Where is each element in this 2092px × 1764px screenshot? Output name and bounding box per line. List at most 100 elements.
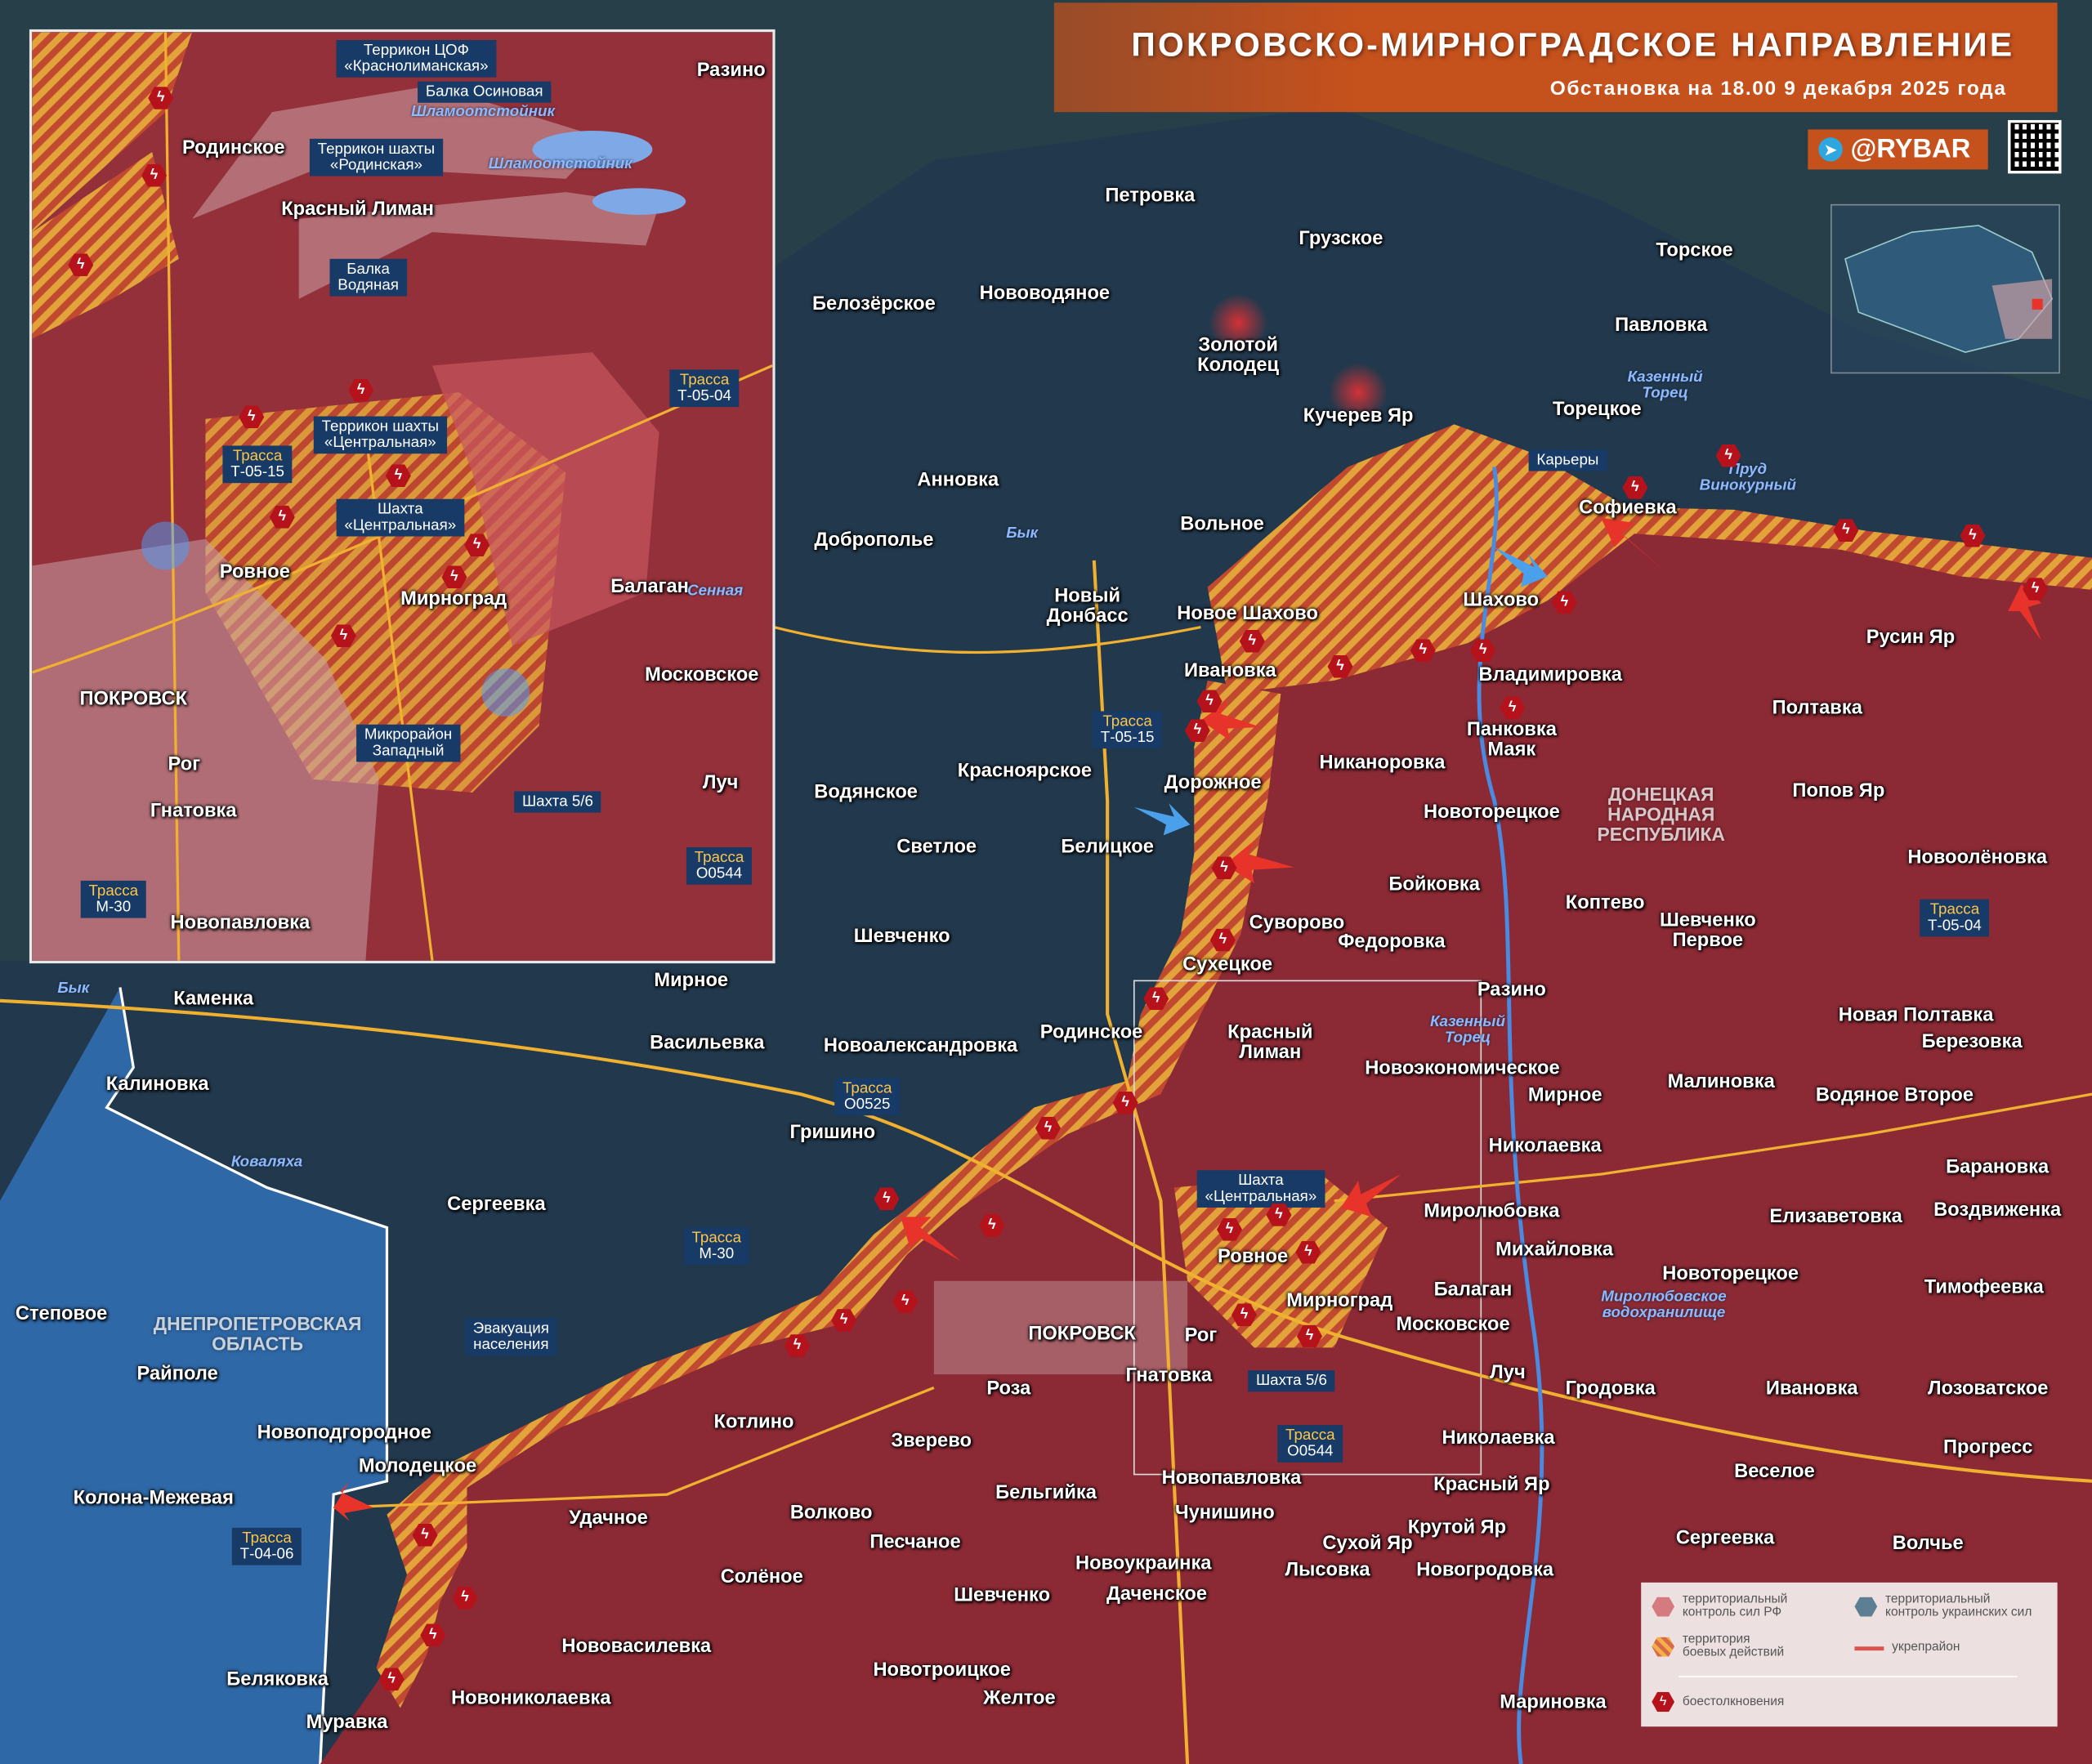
road-prefix: Трасса xyxy=(232,448,283,465)
settlement-label: Владимировка xyxy=(1478,664,1622,686)
settlement-label: Новотроицкое xyxy=(873,1659,1011,1681)
road-prefix: Трасса xyxy=(1102,713,1152,730)
russian-controlled-area xyxy=(320,520,2092,1764)
inset-settlement-label: Ровное xyxy=(219,561,290,583)
inset-callout-label: Террикон шахты «Родинская» xyxy=(309,138,443,176)
settlement-label: Панковка Маяк xyxy=(1466,719,1557,761)
settlement-label: Молодецкое xyxy=(358,1455,477,1477)
settlement-label: Новоторецкое xyxy=(1423,802,1560,824)
settlement-label: Никаноровка xyxy=(1319,752,1446,775)
road-prefix: Трасса xyxy=(679,372,730,389)
settlement-label: Песчаное xyxy=(869,1531,961,1553)
settlement-label: Михайловка xyxy=(1495,1239,1614,1262)
brand-badge[interactable]: ➤ @RYBAR xyxy=(1808,129,1988,170)
map-title: ПОКРОВСКО-МИРНОГРАДСКОЕ НАПРАВЛЕНИЕ xyxy=(1131,26,2015,65)
legend-item-clashes: ϟ боестолкновения xyxy=(1652,1691,1785,1713)
river-label: Миролюбовское водохранилище xyxy=(1601,1288,1727,1321)
road-m30 xyxy=(0,998,2092,1483)
settlement-label: Балаган xyxy=(1433,1279,1513,1302)
settlement-label: Русин Яр xyxy=(1866,627,1956,649)
region-label: ДОНЕЦКАЯ НАРОДНАЯ РЕСПУБЛИКА xyxy=(1597,783,1725,845)
inset-callout-label: Шахта 5/6 xyxy=(514,791,601,813)
settlement-label: Степовое xyxy=(15,1303,108,1325)
inset-callout-label: Террикон ЦОФ «Краснолиманская» xyxy=(336,39,497,78)
road-number: Т-05-04 xyxy=(1928,918,1982,935)
settlement-label: Рог xyxy=(1184,1324,1218,1346)
minimap-shape xyxy=(1844,225,2054,353)
settlement-label: Райполе xyxy=(136,1364,218,1386)
settlement-label: Барановка xyxy=(1946,1156,2050,1179)
road-prefix: Трасса xyxy=(1929,901,1980,918)
inset-road-label: Трасса Т-05-15 xyxy=(222,445,293,484)
road-prefix: Трасса xyxy=(694,850,744,866)
settlement-label: Светлое xyxy=(896,836,977,859)
legend: территориальный контроль сил РФ территор… xyxy=(1641,1582,2058,1727)
settlement-label: Красный Лиман xyxy=(1227,1021,1313,1064)
settlement-label: Николаевка xyxy=(1442,1427,1555,1449)
settlement-label: Коптево xyxy=(1565,892,1645,914)
locator-minimap xyxy=(1830,203,2060,374)
settlement-label: Волчье xyxy=(1892,1533,1964,1555)
settlement-label: Муравка xyxy=(306,1712,388,1734)
settlement-label: Сухецкое xyxy=(1182,953,1273,976)
settlement-label: Ровное xyxy=(1218,1246,1289,1268)
settlement-label: Новое Шахово xyxy=(1177,603,1318,625)
settlement-label: Новая Полтавка xyxy=(1838,1004,1994,1026)
inset-river-label: Сенная xyxy=(687,583,744,600)
ua-control-hex-icon xyxy=(1854,1597,1878,1617)
legend-label: боестолкновения xyxy=(1682,1694,1785,1709)
settlement-label: Родинское xyxy=(1039,1021,1143,1044)
telegram-icon: ➤ xyxy=(1818,137,1843,162)
settlement-label: Новогродовка xyxy=(1416,1560,1554,1582)
settlement-label: Николаевка xyxy=(1488,1135,1602,1157)
settlement-label: Крутой Яр xyxy=(1407,1516,1507,1538)
road-prefix: Трасса xyxy=(842,1080,892,1097)
legend-label: территория боевых действий xyxy=(1682,1632,1785,1660)
river-label: Казенный Торец xyxy=(1429,1014,1505,1047)
settlement-label: Гнатовка xyxy=(1125,1364,1213,1387)
inset-callout-label: Балка Водяная xyxy=(329,258,407,297)
legend-label: территориальный контроль украинских сил xyxy=(1885,1592,2032,1620)
inset-settlement-label: Родинское xyxy=(181,137,285,159)
road-number: Т-04-06 xyxy=(239,1546,294,1563)
inset-callout-label: Балка Осиновая xyxy=(418,81,552,103)
settlement-label: Бельгийка xyxy=(995,1482,1097,1504)
settlement-label: Московское xyxy=(1396,1314,1510,1336)
legend-item-fortified: укрепрайон xyxy=(1854,1641,1960,1655)
combat-zone-hex-icon xyxy=(1652,1636,1675,1657)
settlement-label: Удачное xyxy=(569,1507,648,1530)
road-label: Трасса М-30 xyxy=(683,1227,749,1266)
settlement-label: Новониколаевка xyxy=(451,1687,611,1710)
settlement-label: Новоукраинка xyxy=(1075,1552,1212,1575)
qr-code-icon[interactable] xyxy=(2008,119,2062,174)
settlement-label: Сергеевка xyxy=(1675,1527,1775,1550)
road-label: Трасса Т-05-15 xyxy=(1092,711,1163,749)
settlement-label: Беляковка xyxy=(226,1669,329,1691)
settlement-label: Калиновка xyxy=(105,1074,209,1096)
settlement-label: Миролюбовка xyxy=(1424,1200,1560,1222)
settlement-label: Шевченко xyxy=(853,926,950,948)
settlement-label: Полтавка xyxy=(1772,698,1862,720)
inset-callout-label: Микрорайон Западный xyxy=(356,724,461,762)
ru-control-hex-icon xyxy=(1652,1597,1675,1617)
dnipropetrovsk-oblast-area xyxy=(0,987,387,1764)
settlement-label: Мариновка xyxy=(1500,1691,1607,1713)
settlement-label: Тимофеевка xyxy=(1924,1276,2044,1299)
settlement-label: Чунишино xyxy=(1174,1502,1275,1525)
combat-zone-myrnohrad xyxy=(1173,1174,1388,1348)
inset-settlement-label: Рог xyxy=(168,753,201,775)
inset-settlement-label: Новопавловка xyxy=(170,913,311,935)
settlement-label: Солёное xyxy=(720,1566,803,1588)
callout-label: Карьеры xyxy=(1528,449,1607,471)
settlement-label: Суворово xyxy=(1249,913,1345,935)
settlement-label: Желтое xyxy=(983,1687,1056,1710)
header-banner: ПОКРОВСКО-МИРНОГРАДСКОЕ НАПРАВЛЕНИЕ Обст… xyxy=(1053,2,2058,113)
settlement-label: Кучерев Яр xyxy=(1303,405,1414,427)
settlement-label: ПОКРОВСК xyxy=(1028,1324,1136,1346)
settlement-label: Ивановка xyxy=(1765,1378,1858,1400)
settlement-label: Шахово xyxy=(1463,589,1540,611)
settlement-label: Белицкое xyxy=(1061,836,1154,859)
settlement-label: Воздвиженка xyxy=(1933,1199,2062,1221)
river-label: Бык xyxy=(57,980,90,997)
settlement-label: Бойковка xyxy=(1388,873,1480,895)
